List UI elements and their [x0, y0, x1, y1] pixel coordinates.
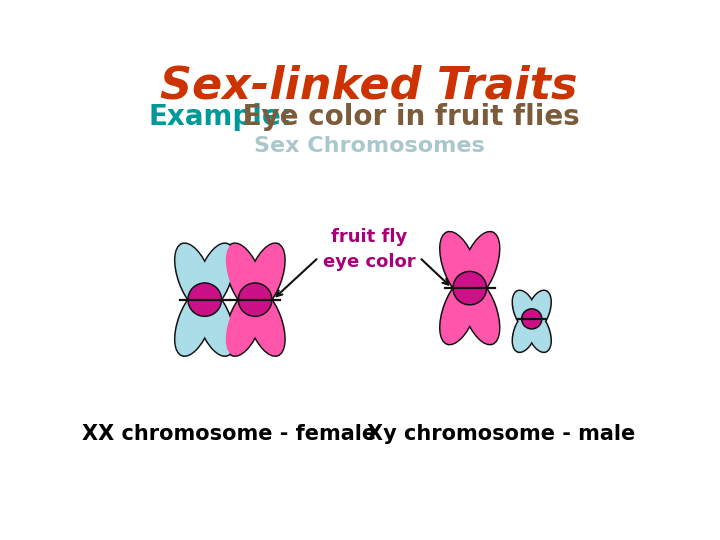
- Ellipse shape: [526, 290, 552, 332]
- Ellipse shape: [238, 283, 272, 316]
- Ellipse shape: [441, 278, 477, 343]
- Ellipse shape: [197, 289, 233, 355]
- Ellipse shape: [440, 276, 480, 345]
- Ellipse shape: [246, 243, 285, 312]
- Ellipse shape: [512, 290, 538, 332]
- Text: Xy chromosome - male: Xy chromosome - male: [366, 424, 635, 444]
- Ellipse shape: [512, 311, 538, 353]
- Text: fruit fly
eye color: fruit fly eye color: [323, 228, 415, 271]
- Ellipse shape: [247, 245, 284, 310]
- Ellipse shape: [195, 287, 235, 356]
- Text: XX chromosome - female: XX chromosome - female: [82, 424, 377, 444]
- Ellipse shape: [225, 287, 264, 356]
- Ellipse shape: [246, 287, 285, 356]
- Ellipse shape: [176, 289, 212, 355]
- Ellipse shape: [175, 243, 214, 312]
- Ellipse shape: [247, 289, 284, 355]
- Ellipse shape: [527, 313, 550, 351]
- Ellipse shape: [460, 276, 500, 345]
- Ellipse shape: [188, 283, 222, 316]
- Ellipse shape: [227, 289, 263, 355]
- Ellipse shape: [189, 285, 220, 315]
- Ellipse shape: [225, 243, 264, 312]
- Ellipse shape: [527, 292, 550, 330]
- Ellipse shape: [513, 313, 536, 351]
- Ellipse shape: [526, 311, 552, 353]
- Ellipse shape: [240, 285, 271, 315]
- Ellipse shape: [441, 233, 477, 299]
- Ellipse shape: [462, 278, 498, 343]
- Ellipse shape: [460, 232, 500, 300]
- Ellipse shape: [176, 245, 212, 310]
- Ellipse shape: [195, 243, 235, 312]
- Ellipse shape: [523, 310, 541, 327]
- Text: Example:: Example:: [148, 103, 292, 131]
- Ellipse shape: [453, 271, 487, 305]
- Ellipse shape: [175, 287, 214, 356]
- Text: Sex-linked Traits: Sex-linked Traits: [161, 65, 577, 108]
- Ellipse shape: [440, 232, 480, 300]
- Ellipse shape: [197, 245, 233, 310]
- Text: Sex Chromosomes: Sex Chromosomes: [253, 136, 485, 156]
- Ellipse shape: [454, 273, 485, 303]
- Ellipse shape: [521, 309, 542, 329]
- Ellipse shape: [513, 292, 536, 330]
- Ellipse shape: [462, 233, 498, 299]
- Text: Eye color in fruit flies: Eye color in fruit flies: [233, 103, 580, 131]
- Ellipse shape: [227, 245, 263, 310]
